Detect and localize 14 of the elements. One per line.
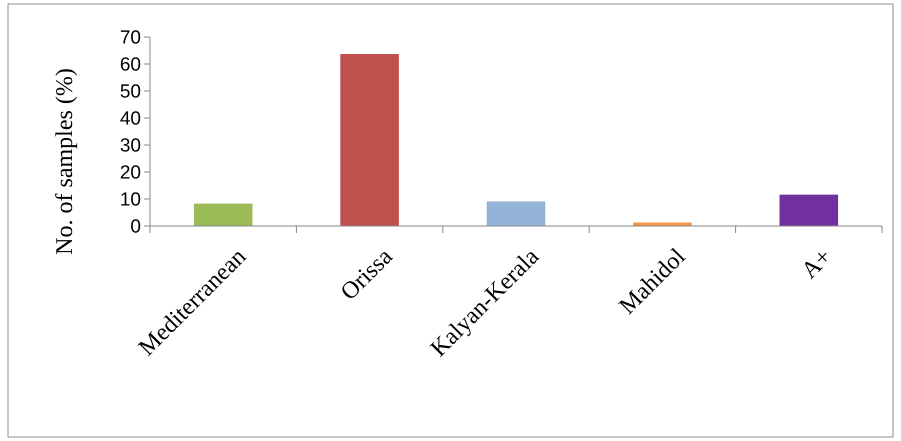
y-tick-label: 70 [120, 28, 141, 49]
y-tick-label: 20 [120, 162, 141, 184]
y-axis-title: No. of samples (%) [52, 68, 78, 255]
y-tick-label: 30 [120, 136, 141, 157]
y-tick-label: 60 [120, 54, 141, 76]
y-tick-label: 40 [120, 108, 141, 130]
bar [340, 54, 399, 226]
y-tick-label: 10 [120, 190, 141, 211]
bar [194, 204, 252, 226]
y-tick-label: 0 [130, 216, 141, 238]
bar [780, 194, 838, 226]
y-tick-label: 50 [120, 82, 141, 103]
bar [486, 201, 546, 226]
x-tick-label: A+ [796, 244, 837, 284]
